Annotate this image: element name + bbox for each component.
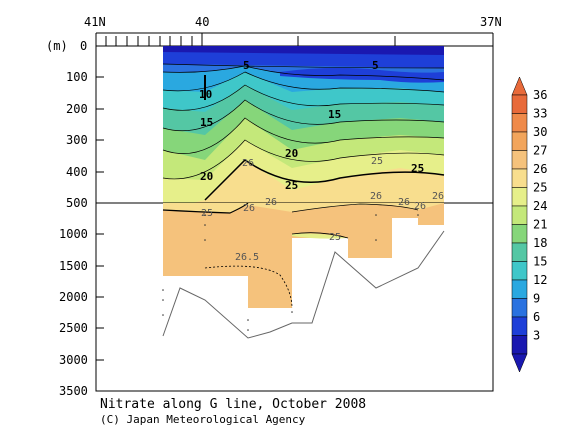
colorbar-label: 12: [533, 273, 547, 287]
colorbar-label: 36: [533, 88, 547, 102]
contour-label: 26: [432, 191, 444, 202]
y-tick-100: 100: [66, 70, 88, 84]
x-tick-37n: 37N: [480, 15, 502, 29]
contour-label: 25: [411, 162, 424, 175]
colorbar-swatch: [511, 150, 528, 170]
colorbar-label: 25: [533, 181, 547, 195]
contour-label: 5: [243, 59, 250, 72]
contour-label: 25: [285, 179, 298, 192]
left-axis: (m) 0 100 200 300 400 500 1000 1500 2000…: [46, 39, 104, 398]
colorbar-swatch: [511, 298, 528, 318]
contour-label: 5: [372, 59, 379, 72]
contour-lines-lower: [162, 202, 419, 309]
colorbar: 36 33 30 27 26 25 24 21 18 15 12 9 6 3: [511, 76, 547, 373]
contour-label: 25: [201, 208, 213, 219]
y-tick-200: 200: [66, 102, 88, 116]
bathymetry-line: [162, 230, 445, 339]
colorbar-swatch: [511, 205, 528, 225]
colorbar-swatch: [511, 335, 528, 355]
chart-title: Nitrate along G line, October 2008: [100, 397, 366, 412]
y-tick-3000: 3000: [59, 353, 88, 367]
contour-label: 20: [200, 170, 213, 183]
colorbar-label: 33: [533, 107, 547, 121]
nitrate-field-upper: [163, 46, 444, 210]
colorbar-label: 21: [533, 218, 547, 232]
colorbar-label: 30: [533, 125, 547, 139]
contour-label: 26: [243, 203, 255, 214]
contour-label: 20: [285, 147, 298, 160]
colorbar-label: 6: [533, 310, 540, 324]
colorbar-swatch: [511, 279, 528, 299]
colorbar-swatch: [511, 261, 528, 281]
x-tick-41n: 41N: [84, 15, 106, 29]
contour-lines-upper: [162, 63, 445, 201]
contour-label: 15: [200, 116, 213, 129]
y-tick-300: 300: [66, 133, 88, 147]
colorbar-swatch: [511, 168, 528, 188]
nitrate-field-lower: [163, 203, 444, 308]
top-axis: 41N 40 37N: [84, 15, 502, 46]
y-tick-2500: 2500: [59, 321, 88, 335]
colorbar-bottom-arrow: [511, 353, 528, 373]
contour-label: 26: [242, 158, 254, 169]
contour-labels: 5 5 10 15 15 20 20 25 25 25 25 26 26 26 …: [199, 59, 444, 263]
y-unit-label: (m): [46, 39, 68, 53]
station-markers: [162, 214, 419, 331]
contour-label: 26: [414, 201, 426, 212]
colorbar-label: 27: [533, 144, 547, 158]
colorbar-top-arrow: [511, 76, 528, 96]
colorbar-swatch: [511, 224, 528, 244]
colorbar-swatch: [511, 242, 528, 262]
colorbar-swatch: [511, 316, 528, 336]
colorbar-swatch: [511, 113, 528, 133]
colorbar-label: 24: [533, 199, 547, 213]
y-tick-0: 0: [80, 39, 87, 53]
contour-label: 26.5: [235, 252, 259, 263]
contour-label: 25: [371, 156, 383, 167]
credit-text: (C) Japan Meteorological Agency: [100, 413, 306, 426]
colorbar-swatch: [511, 94, 528, 114]
colorbar-label: 18: [533, 236, 547, 250]
y-tick-400: 400: [66, 165, 88, 179]
y-tick-3500: 3500: [59, 384, 88, 398]
colorbar-label: 3: [533, 329, 540, 343]
y-tick-500: 500: [66, 196, 88, 210]
x-tick-40: 40: [195, 15, 209, 29]
colorbar-swatch: [511, 131, 528, 151]
contour-label: 10: [199, 88, 212, 101]
contour-label: 26: [370, 191, 382, 202]
colorbar-label: 9: [533, 292, 540, 306]
y-tick-2000: 2000: [59, 290, 88, 304]
contour-label: 26: [398, 197, 410, 208]
y-tick-1000: 1000: [59, 227, 88, 241]
colorbar-label: 26: [533, 162, 547, 176]
contour-label: 15: [328, 108, 341, 121]
colorbar-swatch: [511, 187, 528, 207]
contour-label: 25: [329, 232, 341, 243]
contour-label: 26: [265, 197, 277, 208]
colorbar-label: 15: [533, 255, 547, 269]
y-tick-1500: 1500: [59, 259, 88, 273]
